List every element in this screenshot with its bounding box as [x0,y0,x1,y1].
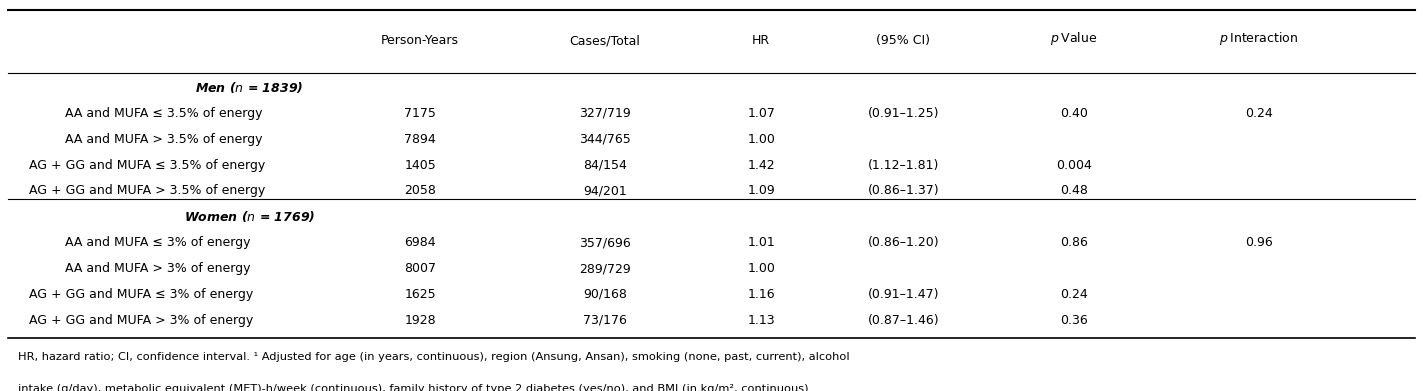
Text: 0.48: 0.48 [1060,185,1089,197]
Text: (0.91–1.47): (0.91–1.47) [868,288,939,301]
Text: 7175: 7175 [404,107,435,120]
Text: AA and MUFA > 3.5% of energy: AA and MUFA > 3.5% of energy [64,133,262,146]
Text: $p$ Value: $p$ Value [1050,30,1097,47]
Text: (0.87–1.46): (0.87–1.46) [868,314,939,327]
Text: AG + GG and MUFA ≤ 3.5% of energy: AG + GG and MUFA ≤ 3.5% of energy [28,159,265,172]
Text: (1.12–1.81): (1.12–1.81) [868,159,939,172]
Text: 73/176: 73/176 [583,314,626,327]
Text: AA and MUFA ≤ 3.5% of energy: AA and MUFA ≤ 3.5% of energy [64,107,262,120]
Text: $p$ Interaction: $p$ Interaction [1220,30,1298,47]
Text: AG + GG and MUFA > 3.5% of energy: AG + GG and MUFA > 3.5% of energy [28,185,265,197]
Text: intake (g/day), metabolic equivalent (MET)-h/week (continuous), family history o: intake (g/day), metabolic equivalent (ME… [17,384,813,391]
Text: 0.004: 0.004 [1056,159,1091,172]
Text: 1.16: 1.16 [747,288,776,301]
Text: (0.91–1.25): (0.91–1.25) [868,107,939,120]
Text: HR: HR [753,34,770,47]
Text: 0.96: 0.96 [1245,236,1272,249]
Text: 0.24: 0.24 [1245,107,1272,120]
Text: 8007: 8007 [404,262,435,275]
Text: 1625: 1625 [404,288,435,301]
Text: 6984: 6984 [404,236,435,249]
Text: 0.40: 0.40 [1060,107,1089,120]
Text: AA and MUFA > 3% of energy: AA and MUFA > 3% of energy [64,262,250,275]
Text: 1405: 1405 [404,159,435,172]
Text: (0.86–1.37): (0.86–1.37) [868,185,939,197]
Text: 0.86: 0.86 [1060,236,1089,249]
Text: AG + GG and MUFA > 3% of energy: AG + GG and MUFA > 3% of energy [28,314,253,327]
Text: 1.42: 1.42 [747,159,776,172]
Text: Women ($n$ = 1769): Women ($n$ = 1769) [184,209,314,224]
Text: 1.07: 1.07 [747,107,776,120]
Text: 1.00: 1.00 [747,133,776,146]
Text: (0.86–1.20): (0.86–1.20) [868,236,939,249]
Text: 90/168: 90/168 [583,288,626,301]
Text: 1.09: 1.09 [747,185,776,197]
Text: (95% CI): (95% CI) [877,34,931,47]
Text: 357/696: 357/696 [579,236,630,249]
Text: 7894: 7894 [404,133,435,146]
Text: 84/154: 84/154 [583,159,626,172]
Text: 1.01: 1.01 [747,236,776,249]
Text: 327/719: 327/719 [579,107,630,120]
Text: 94/201: 94/201 [583,185,626,197]
Text: Men ($n$ = 1839): Men ($n$ = 1839) [195,80,303,95]
Text: AA and MUFA ≤ 3% of energy: AA and MUFA ≤ 3% of energy [64,236,250,249]
Text: Cases/Total: Cases/Total [569,34,640,47]
Text: AG + GG and MUFA ≤ 3% of energy: AG + GG and MUFA ≤ 3% of energy [28,288,253,301]
Text: 0.24: 0.24 [1060,288,1089,301]
Text: 1.13: 1.13 [747,314,776,327]
Text: Person-Years: Person-Years [381,34,460,47]
Text: 1928: 1928 [404,314,435,327]
Text: 289/729: 289/729 [579,262,630,275]
Text: 0.36: 0.36 [1060,314,1089,327]
Text: 1.00: 1.00 [747,262,776,275]
Text: HR, hazard ratio; CI, confidence interval. ¹ Adjusted for age (in years, continu: HR, hazard ratio; CI, confidence interva… [17,352,850,362]
Text: 344/765: 344/765 [579,133,630,146]
Text: 2058: 2058 [404,185,435,197]
